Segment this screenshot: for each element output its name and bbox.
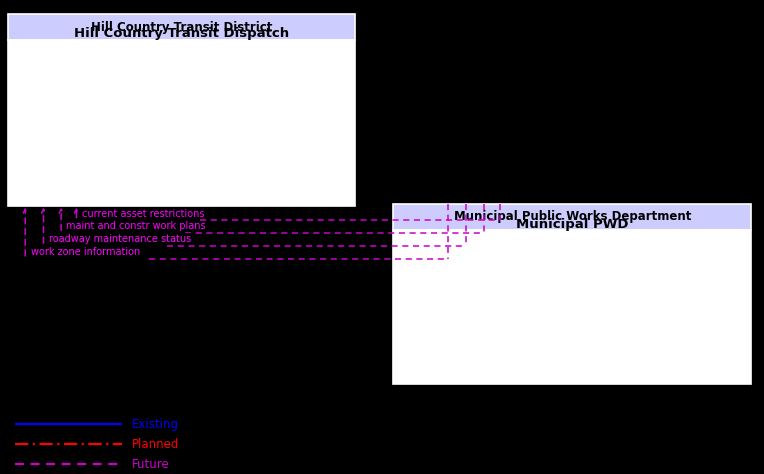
Text: Hill Country Transit District: Hill Country Transit District <box>91 21 272 34</box>
Text: roadway maintenance status: roadway maintenance status <box>49 234 191 244</box>
Text: work zone information: work zone information <box>31 247 140 257</box>
Text: Planned: Planned <box>131 438 179 451</box>
Bar <box>393 230 751 384</box>
Text: Municipal Public Works Department: Municipal Public Works Department <box>454 210 691 223</box>
Text: Future: Future <box>131 457 169 471</box>
Bar <box>8 40 355 206</box>
Bar <box>393 204 751 230</box>
Text: maint and constr work plans: maint and constr work plans <box>66 221 206 231</box>
Text: Existing: Existing <box>131 418 179 431</box>
Text: current asset restrictions: current asset restrictions <box>82 209 204 219</box>
Bar <box>8 14 355 40</box>
Text: Hill Country Transit Dispatch: Hill Country Transit Dispatch <box>74 27 289 40</box>
Text: Municipal PWD: Municipal PWD <box>516 218 629 230</box>
